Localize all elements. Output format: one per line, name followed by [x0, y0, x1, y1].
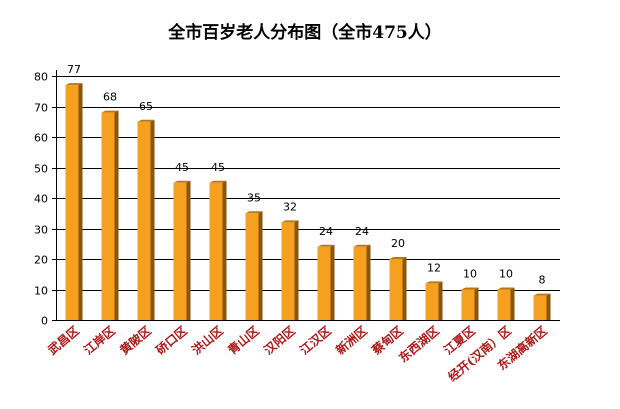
data-label: 32	[283, 200, 297, 213]
bar	[353, 244, 371, 320]
data-label: 77	[67, 63, 81, 76]
bar	[173, 180, 191, 320]
bar	[497, 287, 515, 320]
bar-front-face	[65, 85, 79, 321]
y-tick-label: 20	[34, 254, 48, 267]
y-tick-label: 0	[41, 315, 48, 328]
bar-side-face	[222, 180, 227, 320]
bar-side-face	[546, 293, 551, 320]
bar-side-face	[294, 220, 299, 320]
y-tick-label: 40	[34, 193, 48, 206]
axes	[52, 70, 560, 321]
bar	[533, 293, 551, 320]
bar-top-face	[65, 83, 83, 86]
data-label: 20	[391, 237, 405, 250]
y-tick-label: 50	[34, 163, 48, 176]
bar-top-face	[173, 180, 191, 183]
bar-top-face	[101, 110, 119, 113]
data-labels: 77 68 65 45 45 35 32 24 24 20 12 10 10 8	[67, 63, 546, 286]
bar-side-face	[474, 287, 479, 320]
bar	[461, 287, 479, 320]
bar-top-face	[389, 257, 407, 259]
bar-top-face	[317, 244, 335, 247]
data-label: 35	[247, 191, 261, 204]
bar	[425, 281, 443, 320]
bar-top-face	[533, 293, 551, 296]
bar-front-face	[209, 182, 223, 320]
bar-front-face	[173, 182, 187, 320]
data-label: 12	[427, 261, 441, 274]
y-axis-ticks: 0 10 20 30 40 50 60 70 80	[34, 71, 48, 328]
data-label: 24	[319, 225, 333, 238]
bar-side-face	[438, 281, 443, 320]
data-label: 10	[463, 268, 477, 281]
data-label: 45	[175, 161, 189, 174]
y-tick-label: 30	[34, 224, 48, 237]
bar	[245, 211, 263, 320]
bar-top-face	[353, 244, 371, 247]
bar-front-face	[497, 289, 511, 320]
bar-side-face	[510, 287, 515, 320]
y-tick-label: 80	[34, 71, 48, 84]
y-tick-label: 10	[34, 285, 48, 298]
bar-front-face	[353, 246, 367, 320]
y-tick-label: 60	[34, 132, 48, 145]
bar-top-face	[497, 287, 515, 290]
data-label: 8	[539, 274, 546, 287]
bar	[317, 244, 335, 320]
y-tick-label: 70	[34, 102, 48, 115]
bar-front-face	[317, 246, 331, 320]
bar-side-face	[330, 244, 335, 320]
data-label: 65	[139, 100, 153, 113]
bar-front-face	[245, 213, 259, 320]
bar-side-face	[186, 180, 191, 320]
bar	[65, 83, 83, 321]
bar-top-face	[425, 281, 443, 284]
bar-front-face	[101, 112, 115, 320]
data-label: 68	[103, 91, 117, 104]
bar-side-face	[402, 257, 407, 320]
bar	[137, 119, 155, 320]
bar-side-face	[78, 83, 83, 321]
bar	[209, 180, 227, 320]
bar	[281, 220, 299, 320]
bars	[65, 83, 551, 321]
bar-side-face	[114, 110, 119, 320]
bar-front-face	[533, 295, 547, 320]
bar-front-face	[461, 289, 475, 320]
bar-top-face	[137, 119, 155, 122]
bar-side-face	[366, 244, 371, 320]
bar-top-face	[245, 211, 263, 214]
bar-front-face	[281, 222, 295, 320]
data-label: 24	[355, 225, 369, 238]
bar	[101, 110, 119, 320]
bar-top-face	[281, 220, 299, 223]
chart-title: 全市百岁老人分布图（全市475人）	[167, 22, 442, 43]
bar-top-face	[209, 180, 227, 183]
bar-side-face	[258, 211, 263, 320]
data-label: 45	[211, 161, 225, 174]
bar-front-face	[425, 283, 439, 320]
bar-front-face	[137, 121, 151, 320]
data-label: 10	[499, 268, 513, 281]
bar-front-face	[389, 259, 403, 320]
bar	[389, 257, 407, 320]
bar-side-face	[150, 119, 155, 320]
bar-top-face	[461, 287, 479, 290]
